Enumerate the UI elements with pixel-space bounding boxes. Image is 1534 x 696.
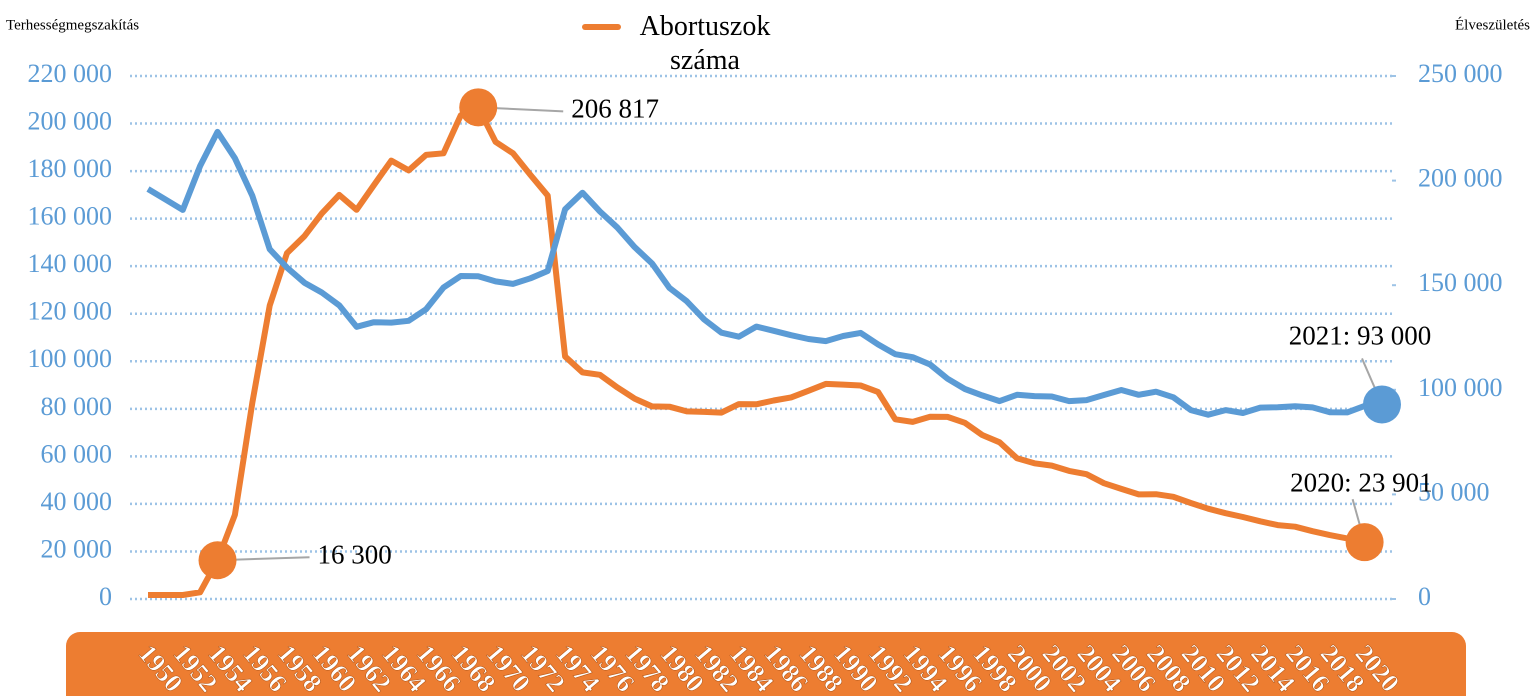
data-label: 2021: 93 000 (1289, 321, 1432, 351)
y-tick-label: 100 000 (28, 344, 113, 373)
y-tick-label: 140 000 (28, 249, 113, 278)
legend-label: Abortuszok száma (639, 11, 771, 76)
y2-tick-label: 0 (1418, 582, 1431, 611)
y2-tick-label: 150 000 (1418, 268, 1503, 297)
y-tick-label: 60 000 (41, 439, 113, 468)
y2-tick-label: 100 000 (1418, 373, 1503, 402)
y-tick-label: 200 000 (28, 107, 113, 136)
y-tick-label: 80 000 (41, 392, 113, 421)
highlight-marker (198, 541, 237, 580)
y-tick-label: 120 000 (28, 297, 113, 326)
y2-tick-label: 250 000 (1418, 59, 1503, 88)
y-tick-label: 20 000 (41, 534, 113, 563)
series-line (148, 104, 1366, 598)
data-label: 16 300 (318, 539, 392, 569)
y2-axis-title: Élveszületés (1455, 16, 1530, 33)
highlight-marker (459, 88, 498, 127)
y-tick-label: 0 (99, 582, 112, 611)
x-axis-band (66, 632, 1466, 696)
highlight-marker (1345, 523, 1384, 562)
y2-tick-label: 50 000 (1418, 477, 1490, 506)
series-line (146, 128, 1383, 418)
y-tick-label: 40 000 (41, 487, 113, 516)
y-axis-title: Terhességmegszakítás (6, 17, 139, 33)
data-label: 2020: 23 901 (1290, 467, 1433, 497)
highlight-marker (1362, 385, 1401, 424)
data-label: 206 817 (571, 94, 659, 124)
y-tick-label: 180 000 (28, 154, 113, 183)
y-tick-label: 220 000 (28, 59, 113, 88)
y-tick-label: 160 000 (28, 202, 113, 231)
y2-tick-label: 200 000 (1418, 164, 1503, 193)
